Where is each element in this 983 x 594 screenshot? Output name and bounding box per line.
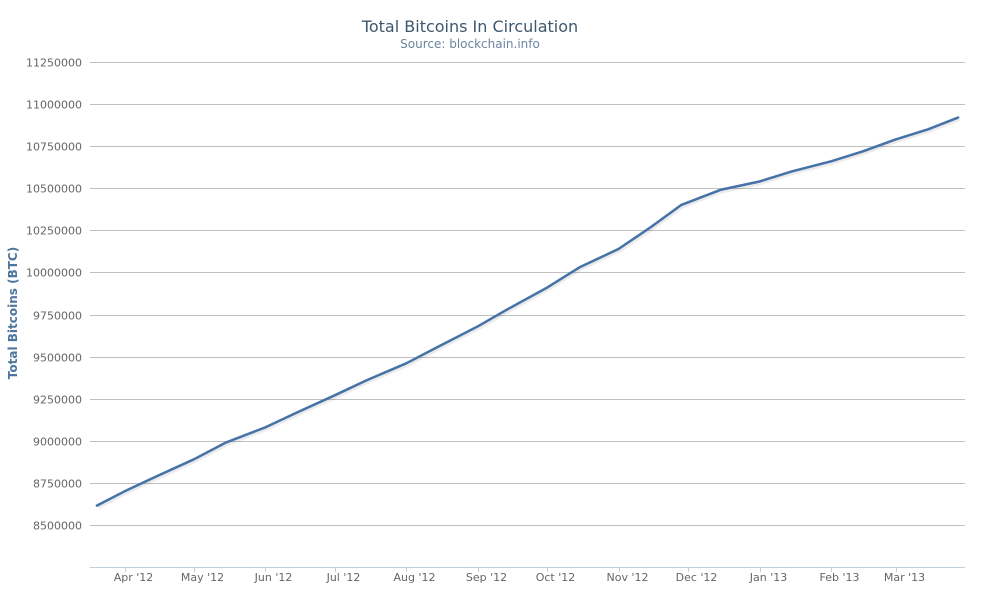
x-tick-label: Apr '12 <box>114 571 154 584</box>
x-tick-label: Nov '12 <box>607 571 649 584</box>
chart-subtitle: Source: blockchain.info <box>400 37 540 51</box>
y-tick-label: 11250000 <box>26 57 82 70</box>
x-tick-label: Oct '12 <box>536 571 576 584</box>
series-group <box>95 116 961 509</box>
y-tick-label: 10750000 <box>26 141 82 154</box>
x-tick-label: May '12 <box>181 571 224 584</box>
y-tick-label: 8750000 <box>33 478 82 491</box>
x-tick-label: Sep '12 <box>466 571 507 584</box>
y-axis-label: Total Bitcoins (BTC) <box>6 247 20 379</box>
y-axis-ticks: 8500000 8750000 9000000 9250000 9500000 97500… <box>26 57 82 533</box>
x-tick-label: Aug '12 <box>394 571 436 584</box>
series-line <box>95 116 960 507</box>
x-tick-label: Jul '12 <box>326 571 361 584</box>
y-tick-label: 10000000 <box>26 267 82 280</box>
gridlines <box>90 62 965 526</box>
y-tick-label: 9500000 <box>33 352 82 365</box>
x-tick-label: Jan '13 <box>749 571 787 584</box>
x-axis-ticks: Apr '12 May '12 Jun '12 Jul '12 Aug '12 Sep '… <box>114 567 925 584</box>
series-line-shadow <box>96 116 961 509</box>
x-tick-label: Mar '13 <box>884 571 925 584</box>
y-tick-label: 8500000 <box>33 520 82 533</box>
y-tick-label: 9000000 <box>33 436 82 449</box>
y-tick-label: 10500000 <box>26 183 82 196</box>
y-tick-label: 9750000 <box>33 310 82 323</box>
x-tick-label: Dec '12 <box>676 571 718 584</box>
y-tick-label: 9250000 <box>33 394 82 407</box>
chart-title: Total Bitcoins In Circulation <box>361 17 578 36</box>
x-tick-label: Jun '12 <box>254 571 293 584</box>
y-tick-label: 11000000 <box>26 99 82 112</box>
y-tick-label: 10250000 <box>26 225 82 238</box>
x-tick-label: Feb '13 <box>820 571 860 584</box>
